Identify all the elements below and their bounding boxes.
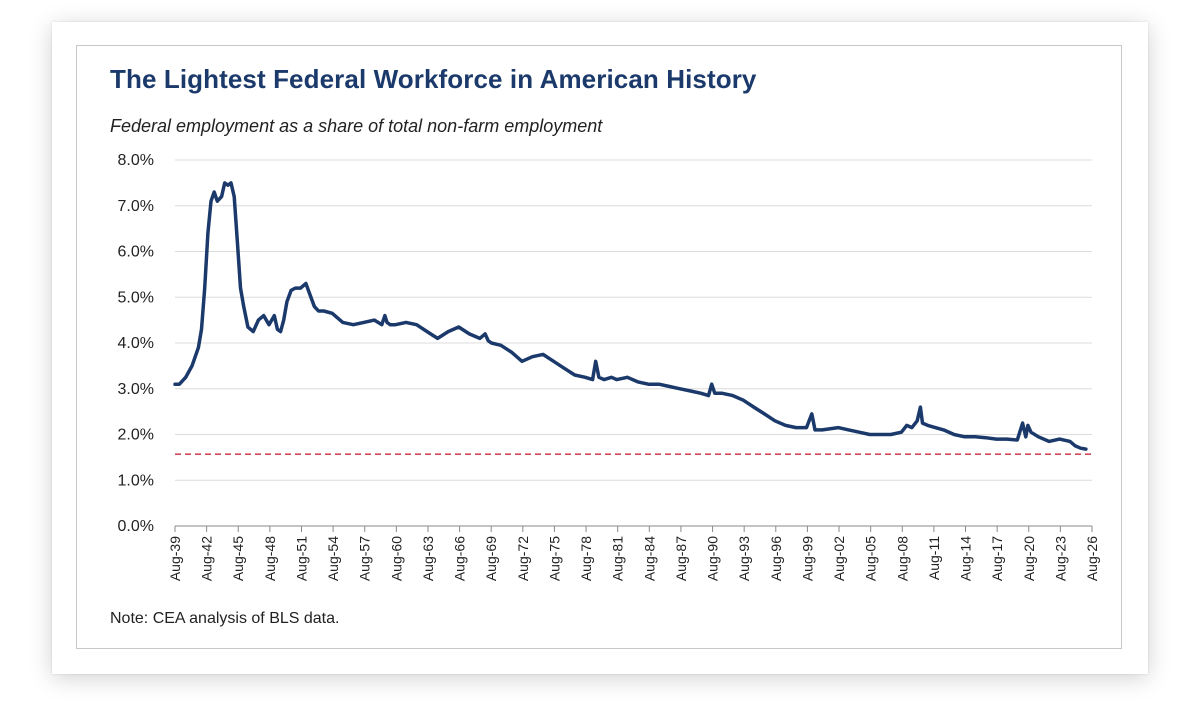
x-tick-label: Aug-45: [230, 536, 246, 581]
x-tick-label: Aug-63: [420, 536, 436, 581]
x-axis: Aug-39 Aug-42 Aug-45 Aug-48 Aug-51 Aug-54 Aug-…: [167, 525, 1100, 581]
y-tick-label: 6.0%: [118, 244, 154, 261]
x-tick-label: Aug-11: [926, 536, 942, 580]
x-tick-label: Aug-39: [167, 536, 183, 581]
chart-title: The Lightest Federal Workforce in Americ…: [110, 64, 757, 94]
x-tick-label: Aug-84: [641, 536, 657, 581]
x-tick-label: Aug-05: [863, 536, 879, 581]
x-tick-label: Aug-02: [831, 536, 847, 581]
y-tick-label: 1.0%: [118, 472, 154, 489]
x-tick-label: Aug-17: [989, 536, 1005, 581]
gridlines: [175, 159, 1092, 481]
x-tick-label: Aug-93: [736, 536, 752, 581]
y-tick-label: 0.0%: [118, 518, 154, 535]
x-tick-label: Aug-48: [262, 536, 278, 581]
x-tick-label: Aug-78: [578, 536, 594, 581]
x-tick-label: Aug-14: [958, 536, 974, 581]
chart-subtitle: Federal employment as a share of total n…: [110, 116, 603, 136]
chart-card: [52, 22, 1148, 674]
x-tick-label: Aug-99: [799, 536, 815, 581]
x-tick-label: Aug-75: [546, 536, 562, 581]
chart-note: Note: CEA analysis of BLS data.: [110, 610, 340, 627]
x-tick-label: Aug-23: [1052, 536, 1068, 581]
x-tick-label: Aug-51: [293, 536, 309, 581]
y-tick-label: 2.0%: [118, 427, 154, 444]
x-tick-label: Aug-54: [325, 536, 341, 581]
x-tick-label: Aug-72: [515, 536, 531, 581]
x-tick-label: Aug-81: [610, 536, 626, 581]
y-tick-label: 3.0%: [118, 381, 154, 398]
chart-frame: [76, 45, 1122, 649]
x-tick-label: Aug-57: [357, 536, 373, 581]
x-tick-label: Aug-42: [199, 536, 215, 581]
series-line-federal-employment-share: [173, 181, 1088, 451]
x-tick-label: Aug-08: [894, 536, 910, 581]
x-tick-label: Aug-90: [705, 536, 721, 581]
x-tick-label: Aug-69: [483, 536, 499, 581]
y-tick-label: 7.0%: [118, 198, 154, 215]
x-tick-label: Aug-26: [1084, 536, 1100, 581]
x-tick-label: Aug-96: [768, 536, 784, 581]
x-tick-label: Aug-66: [452, 536, 468, 581]
x-tick-label: Aug-87: [673, 536, 689, 581]
x-tick-label: Aug-20: [1021, 536, 1037, 581]
y-axis-ticks: 0.0% 1.0% 2.0% 3.0% 4.0% 5.0% 6.0% 7.0% 8.0%: [118, 152, 154, 535]
y-tick-label: 8.0%: [118, 152, 154, 169]
y-tick-label: 4.0%: [118, 335, 154, 352]
x-tick-label: Aug-60: [388, 536, 404, 581]
y-tick-label: 5.0%: [118, 289, 154, 306]
